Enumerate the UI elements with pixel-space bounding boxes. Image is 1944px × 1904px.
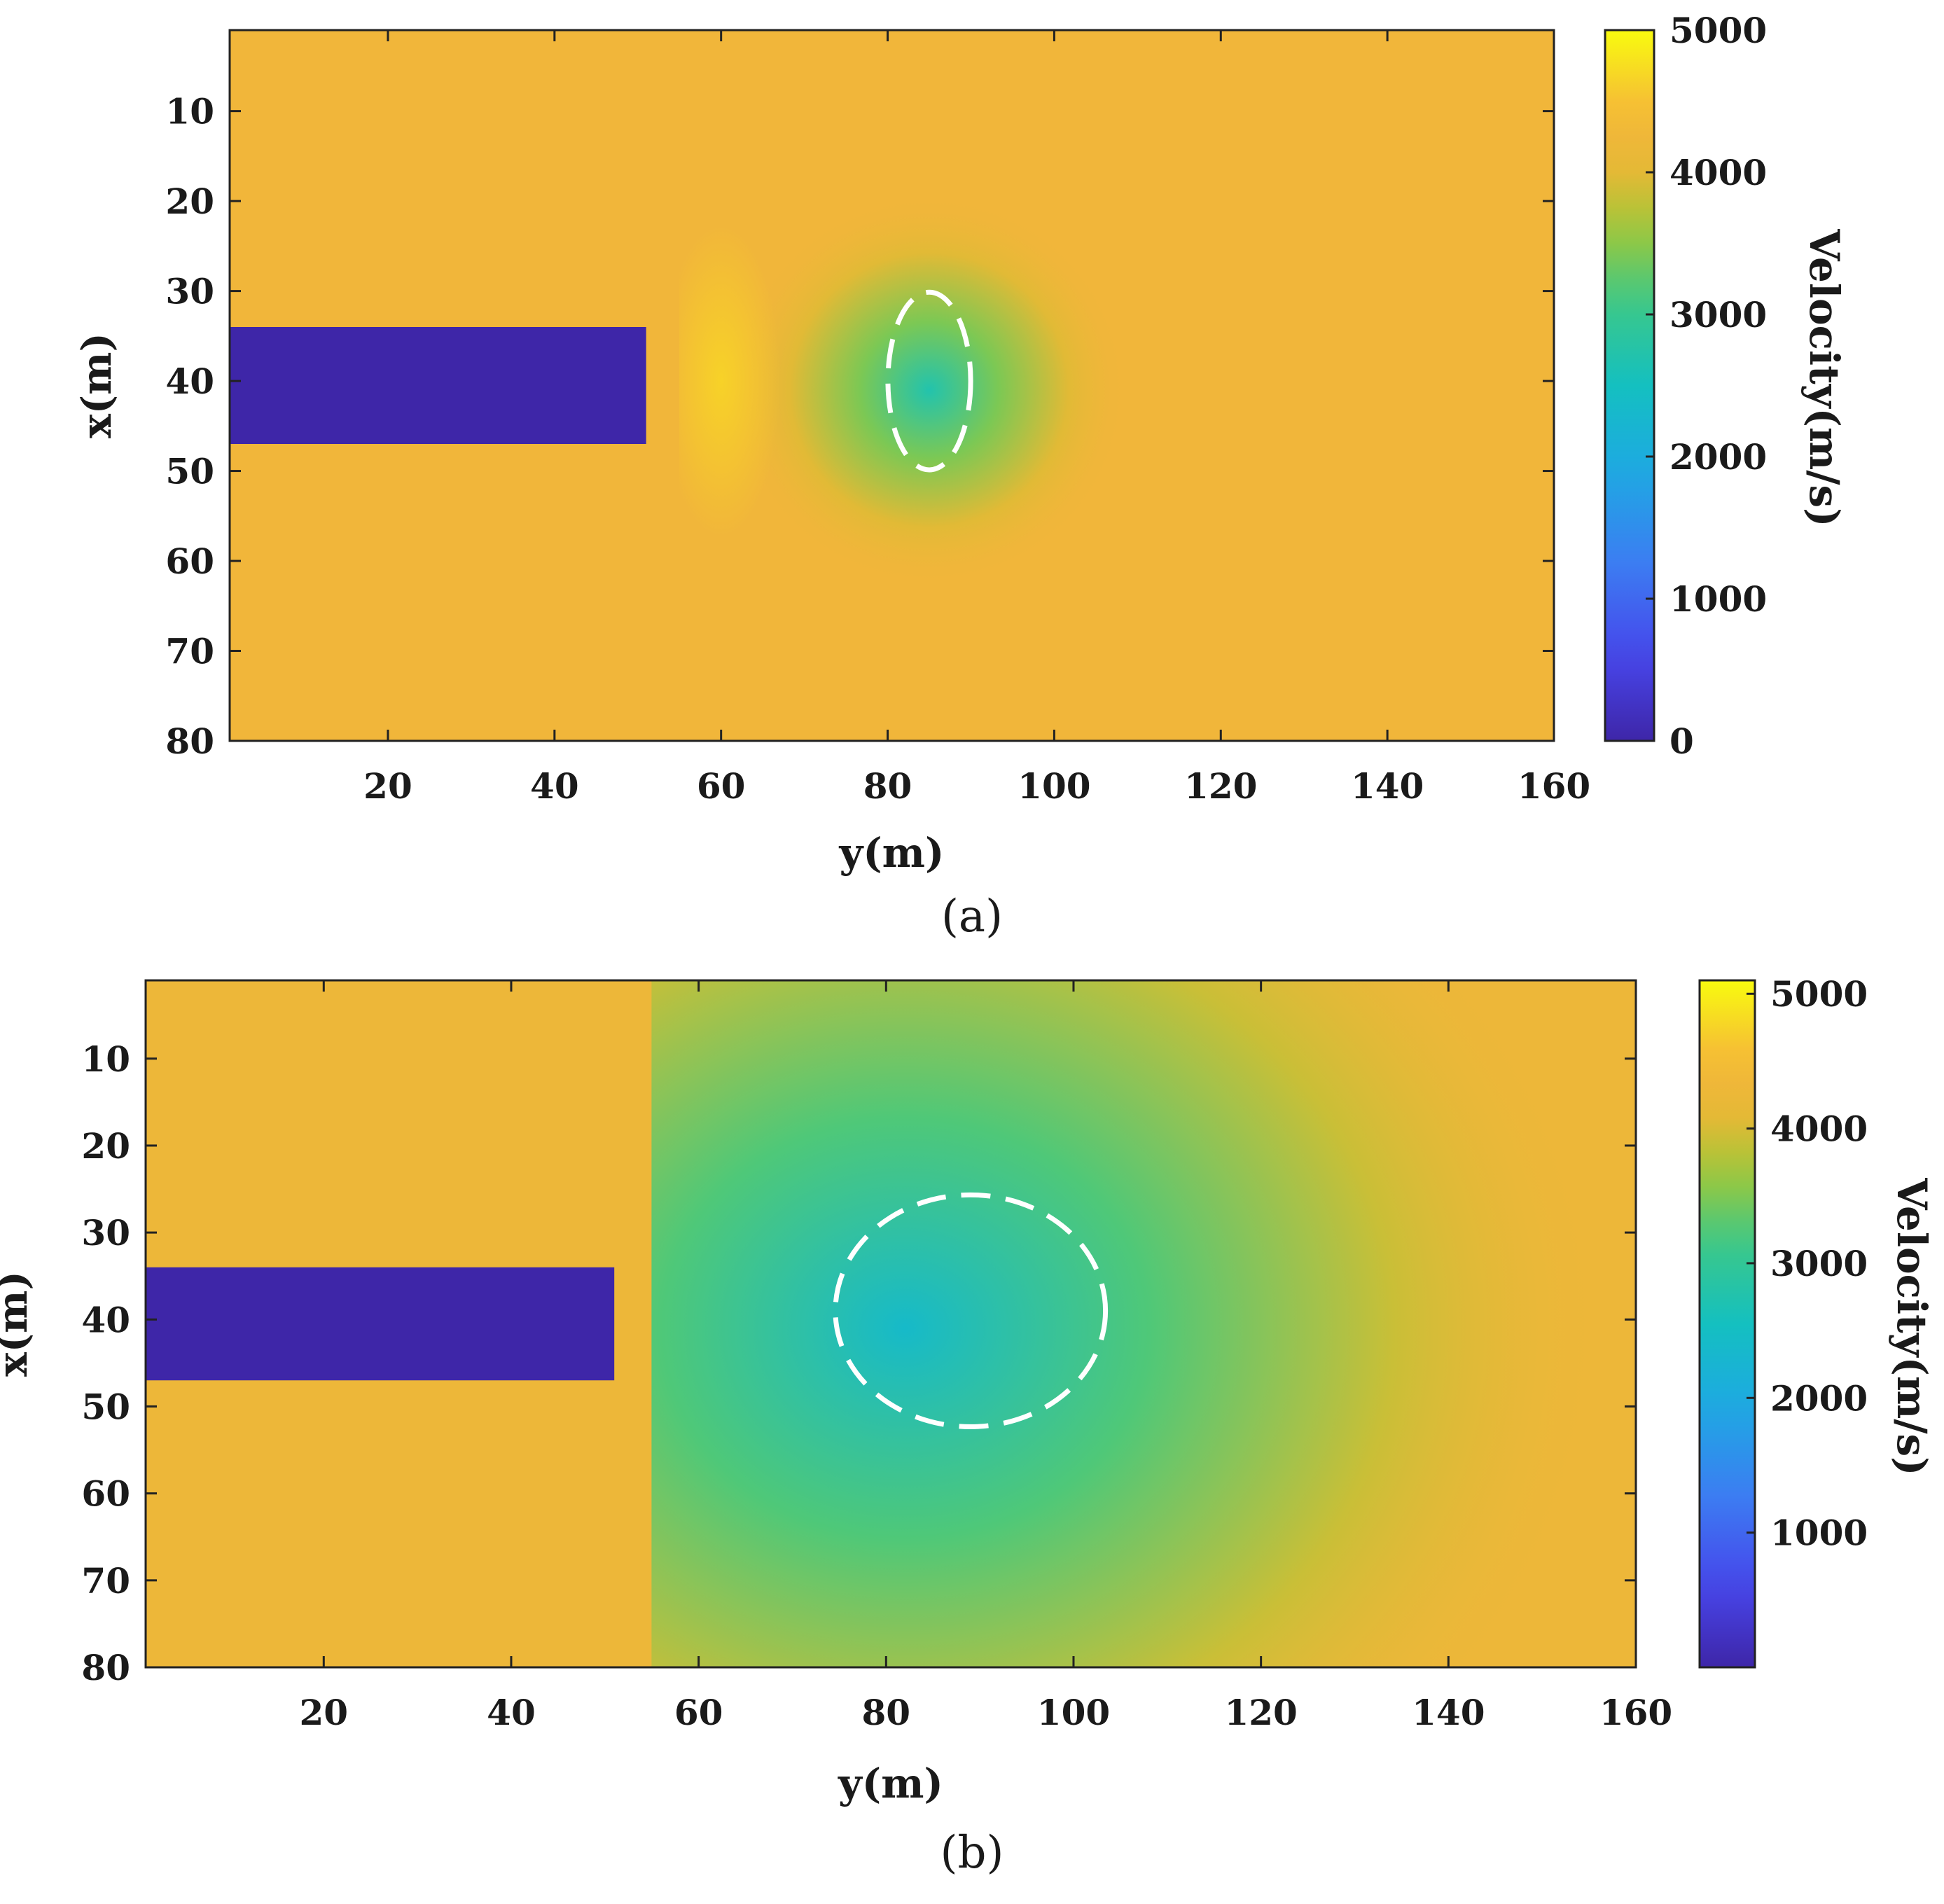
panel-b: 20 40 60 80 100 120 140 160 10 20 30 40 50 60 70 80 y(m)…	[0, 973, 1936, 1879]
velocity-field	[230, 30, 1554, 741]
colorbar-tick-label: 3000	[1770, 1243, 1868, 1284]
x-tick-label: 80	[862, 1692, 911, 1733]
tunnel-face	[230, 326, 646, 445]
x-tick-label: 120	[1184, 765, 1257, 807]
y-tick-label: 80	[165, 721, 214, 762]
colorbar-title: Velocity(m/s)	[1888, 1177, 1936, 1475]
colorbar-tick-label: 0	[1669, 721, 1694, 762]
panel-label: (b)	[940, 1827, 1004, 1879]
y-tick-label: 60	[81, 1473, 130, 1515]
x-tick-label: 80	[863, 765, 912, 807]
y-tick-label: 10	[165, 91, 214, 132]
colorbar-tick-label: 2000	[1669, 436, 1767, 478]
colorbar	[1604, 29, 1655, 742]
y-tick-label: 70	[81, 1560, 130, 1601]
colorbar-tick-label: 3000	[1669, 294, 1767, 335]
y-tick-label: 40	[165, 361, 214, 402]
y-tick-label: 80	[81, 1647, 130, 1688]
plot-frame	[228, 29, 1555, 742]
low-velocity-center	[730, 194, 1128, 586]
y-tick-label: 20	[81, 1125, 130, 1167]
x-tick-label: 160	[1518, 765, 1590, 807]
x-axis-label: y(m)	[839, 829, 945, 877]
panel-label: (a)	[941, 891, 1003, 943]
colorbar-title: Velocity(m/s)	[1800, 228, 1848, 527]
x-tick-label: 20	[363, 765, 412, 807]
x-tick-label: 20	[299, 1692, 348, 1733]
panel-a: 20 40 60 80 100 120 140 160 10 20 30 40 50 60 70 80 y(m)…	[73, 10, 1848, 943]
plot-frame	[144, 979, 1637, 1669]
x-tick-label: 140	[1351, 765, 1424, 807]
y-tick-label: 30	[81, 1212, 130, 1253]
y-tick-label: 60	[165, 541, 214, 582]
colorbar-tick-label: 5000	[1669, 10, 1767, 51]
x-tick-label: 120	[1224, 1692, 1297, 1733]
x-tick-label: 60	[697, 765, 746, 807]
y-axis-label: x(m)	[0, 1271, 36, 1377]
y-tick-label: 50	[81, 1386, 130, 1427]
colorbar-tick-label: 4000	[1669, 152, 1767, 193]
x-tick-label: 40	[530, 765, 579, 807]
y-tick-label: 70	[165, 631, 214, 672]
colorbar-tick-label: 2000	[1770, 1377, 1868, 1419]
y-tick-label: 30	[165, 271, 214, 312]
y-tick-label: 20	[165, 181, 214, 222]
colorbar	[1698, 979, 1756, 1669]
y-tick-label: 50	[165, 451, 214, 492]
x-tick-label: 160	[1599, 1692, 1672, 1733]
anomaly-dashed-ellipse	[885, 289, 973, 473]
anomaly-dashed-ellipse	[833, 1192, 1109, 1429]
colorbar-tick-label: 1000	[1770, 1513, 1868, 1554]
colorbar-tick-label: 4000	[1770, 1109, 1868, 1150]
colorbar-tick-label: 5000	[1770, 973, 1868, 1015]
y-tick-label: 40	[81, 1299, 130, 1340]
x-axis-label: y(m)	[838, 1760, 943, 1807]
high-velocity-halo	[661, 224, 781, 538]
x-tick-label: 140	[1412, 1692, 1485, 1733]
y-axis-label: x(m)	[73, 333, 120, 438]
x-tick-label: 100	[1018, 765, 1090, 807]
colorbar-tick-label: 1000	[1669, 578, 1767, 620]
velocity-field	[146, 980, 1636, 1667]
tunnel-face	[146, 1267, 615, 1381]
x-tick-label: 60	[674, 1692, 723, 1733]
x-tick-label: 40	[487, 1692, 536, 1733]
y-tick-label: 10	[81, 1038, 130, 1080]
x-tick-label: 100	[1037, 1692, 1110, 1733]
